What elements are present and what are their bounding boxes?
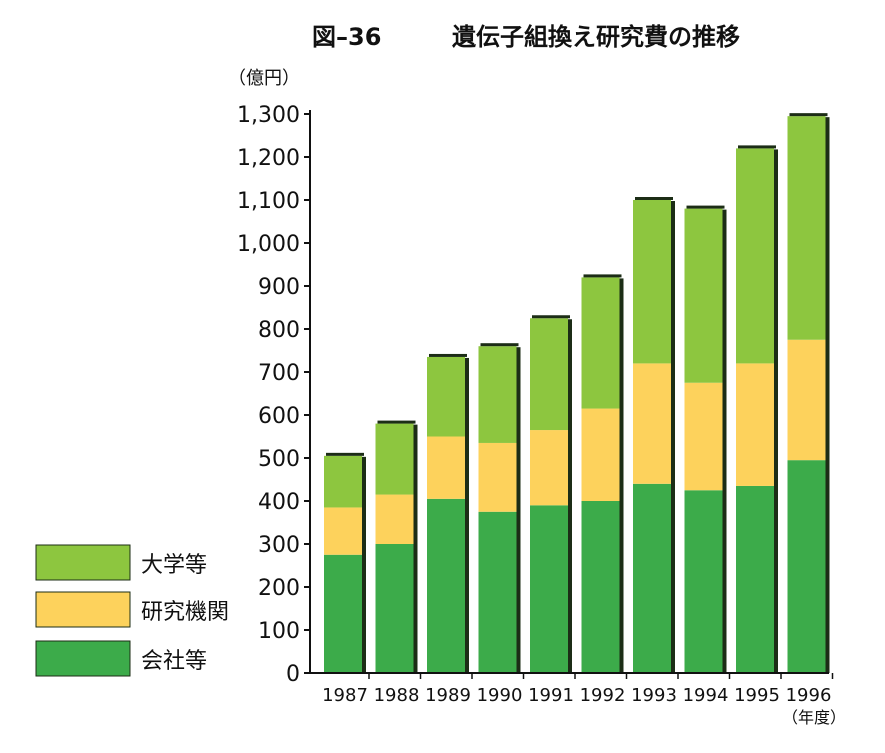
bar-shadow xyxy=(722,209,727,673)
bar-segment xyxy=(736,363,774,486)
bar-segment xyxy=(478,511,517,673)
bar-shadow xyxy=(619,278,624,673)
bar-segment xyxy=(427,436,465,499)
y-tick-label: 900 xyxy=(258,275,300,300)
bar-shadow xyxy=(671,201,675,673)
x-tick-label: 1987 xyxy=(322,685,368,706)
y-tick-label: 0 xyxy=(286,662,300,687)
bar-shadow xyxy=(568,319,572,673)
bar-segment xyxy=(787,460,826,673)
x-tick-label: 1995 xyxy=(734,685,780,706)
bar-top-shadow xyxy=(635,197,673,200)
bar-shadow xyxy=(774,149,778,673)
bar-top-shadow xyxy=(738,145,776,149)
legend-swatch xyxy=(35,640,131,677)
chart-title: 遺伝子組換え研究費の推移 xyxy=(452,23,740,51)
bar-shadow xyxy=(465,357,469,673)
x-tick-label: 1993 xyxy=(631,685,677,706)
x-axis-label: （年度） xyxy=(782,708,846,727)
y-axis-label: （億円） xyxy=(228,68,300,89)
x-tick-label: 1992 xyxy=(580,685,626,706)
bar-top-shadow xyxy=(326,452,364,456)
y-tick-label: 1,100 xyxy=(237,189,300,214)
bar-segment xyxy=(427,356,465,437)
y-tick-label: 700 xyxy=(258,361,300,386)
bar-segment xyxy=(684,208,723,383)
bar-segment xyxy=(684,490,723,673)
legend-label: 大学等 xyxy=(141,553,207,578)
y-tick-label: 500 xyxy=(258,447,300,472)
legend-swatch xyxy=(35,591,131,628)
bar-segment xyxy=(324,554,362,673)
bar-top-shadow xyxy=(789,113,828,117)
bar-top-shadow xyxy=(583,274,622,278)
x-tick-label: 1991 xyxy=(528,685,574,706)
bar-segment xyxy=(375,423,414,495)
x-tick-label: 1994 xyxy=(683,685,729,706)
y-tick-label: 300 xyxy=(258,533,300,558)
bar-segment xyxy=(581,501,620,673)
y-tick-label: 1,200 xyxy=(237,146,300,171)
y-tick-label: 100 xyxy=(258,619,300,644)
bar-top-shadow xyxy=(686,205,725,209)
y-tick-label: 1,300 xyxy=(237,103,300,128)
bar-shadow xyxy=(362,456,366,673)
bar-segment xyxy=(530,505,568,673)
bar-top-shadow xyxy=(377,420,416,424)
bar-shadow xyxy=(413,424,418,673)
y-tick-label: 200 xyxy=(258,576,300,601)
bar-top-shadow xyxy=(429,353,467,357)
legend-label: 会社等 xyxy=(141,649,207,674)
axes: 0 100 200 300 400 500 600 700 800 900 1,000 1,100 1,… xyxy=(237,103,834,706)
bar-segment xyxy=(787,116,826,340)
bar-segment xyxy=(427,498,465,673)
x-tick-label: 1989 xyxy=(425,685,471,706)
bar-top-shadow xyxy=(532,315,570,319)
x-tick-label: 1996 xyxy=(786,685,832,706)
y-tick-label: 400 xyxy=(258,490,300,515)
bar-segment xyxy=(736,485,774,673)
x-tick-label: 1988 xyxy=(374,685,420,706)
y-tick-label: 800 xyxy=(258,318,300,343)
bar-segment xyxy=(581,277,620,409)
bar-shadow xyxy=(825,117,830,673)
bar-segment xyxy=(324,507,362,555)
bar-segment xyxy=(684,382,723,491)
bar-segment xyxy=(736,148,774,364)
y-tick-label: 600 xyxy=(258,404,300,429)
bar-shadow xyxy=(516,347,521,673)
x-tick-label: 1990 xyxy=(477,685,523,706)
bar-top-shadow xyxy=(480,343,519,347)
y-tick-label: 1,000 xyxy=(237,232,300,257)
bar-segment xyxy=(530,318,568,431)
figure-label: 図–36 xyxy=(312,23,381,51)
legend-swatch xyxy=(35,544,131,581)
bar-segment xyxy=(375,494,414,544)
bar-segment xyxy=(478,346,517,443)
bar-segment xyxy=(633,483,671,673)
bar-segment xyxy=(581,408,620,501)
bars-layer xyxy=(324,113,830,673)
bar-segment xyxy=(478,442,517,512)
bar-segment xyxy=(324,455,362,508)
bar-segment xyxy=(787,339,826,461)
bar-segment xyxy=(530,430,568,506)
bar-segment xyxy=(633,200,671,364)
bar-segment xyxy=(633,363,671,484)
legend-label: 研究機関 xyxy=(141,600,229,625)
bar-segment xyxy=(375,544,414,673)
